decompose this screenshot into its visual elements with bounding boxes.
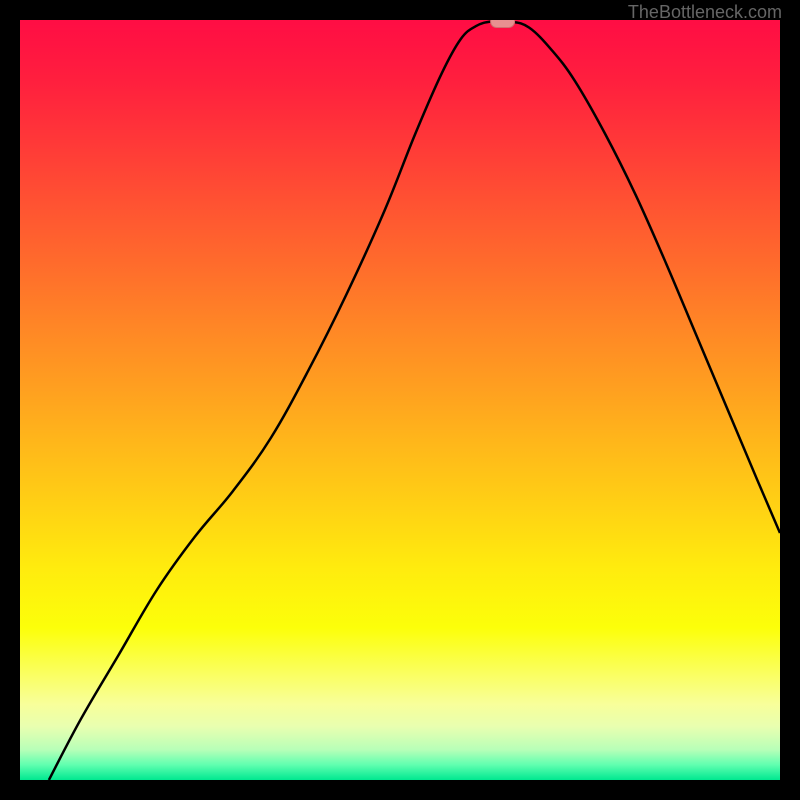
chart-background (20, 20, 780, 780)
optimal-marker (491, 20, 515, 28)
chart-svg (20, 20, 780, 780)
watermark-text: TheBottleneck.com (628, 2, 782, 23)
bottleneck-chart (20, 20, 780, 780)
